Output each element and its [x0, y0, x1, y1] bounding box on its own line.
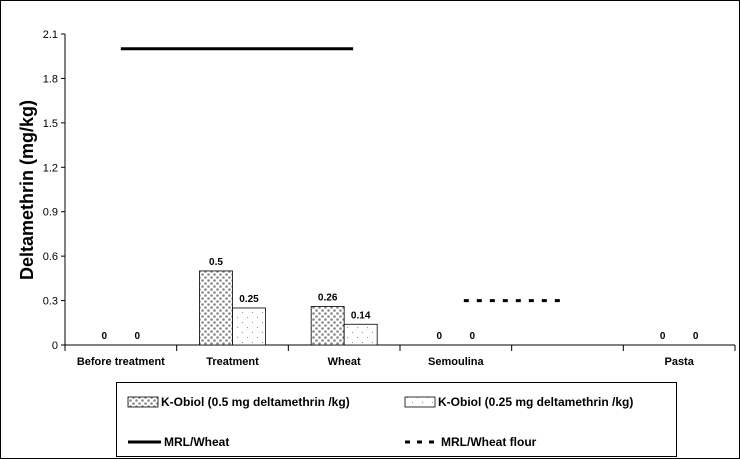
y-tick-label: 1.2: [43, 162, 58, 174]
bar-series-2: [344, 324, 377, 345]
data-label-series-2: 0: [470, 331, 476, 342]
data-label-series-2: 0.25: [239, 294, 259, 305]
data-label-series-1: 0.5: [209, 257, 223, 268]
data-label-series-2: 0: [693, 331, 699, 342]
y-tick-label: 0.3: [43, 296, 58, 308]
x-tick-label: Wheat: [328, 356, 361, 368]
bar-series-1: [311, 306, 344, 345]
data-label-series-1: 0.26: [318, 292, 338, 303]
legend-swatch-series-2: [405, 397, 435, 407]
x-tick-label: Treatment: [206, 356, 259, 368]
y-tick-label: 0: [52, 340, 58, 352]
x-tick-label: Pasta: [664, 356, 694, 368]
y-tick-label: 0.9: [43, 207, 58, 219]
y-tick-label: 2.1: [43, 29, 58, 41]
bar-series-1: [200, 271, 233, 345]
x-tick-label: Semoulina: [428, 356, 485, 368]
legend: K-Obiol (0.5 mg deltamethrin /kg) K-Obio…: [117, 383, 677, 457]
legend-label-mrl-wheat: MRL/Wheat: [164, 435, 229, 449]
legend-label-mrl-wheat-flour: MRL/Wheat flour: [441, 435, 537, 449]
y-tick-label: 0.6: [43, 251, 58, 263]
x-tick-label: Before treatment: [77, 356, 165, 368]
y-tick-label: 1.5: [43, 118, 58, 130]
data-label-series-2: 0.14: [351, 310, 371, 321]
legend-label-series-2: K-Obiol (0.25 mg deltamethrin /kg): [438, 395, 633, 409]
legend-label-series-1: K-Obiol (0.5 mg deltamethrin /kg): [161, 395, 350, 409]
y-axis-title: Deltamethrin (mg/kg): [17, 100, 37, 280]
legend-swatch-series-1: [128, 397, 158, 407]
y-tick-label: 1.8: [43, 73, 58, 85]
data-label-series-2: 0: [135, 331, 141, 342]
data-label-series-1: 0: [437, 331, 443, 342]
data-label-series-1: 0: [102, 331, 108, 342]
bar-series-2: [233, 308, 266, 345]
data-label-series-1: 0: [660, 331, 666, 342]
